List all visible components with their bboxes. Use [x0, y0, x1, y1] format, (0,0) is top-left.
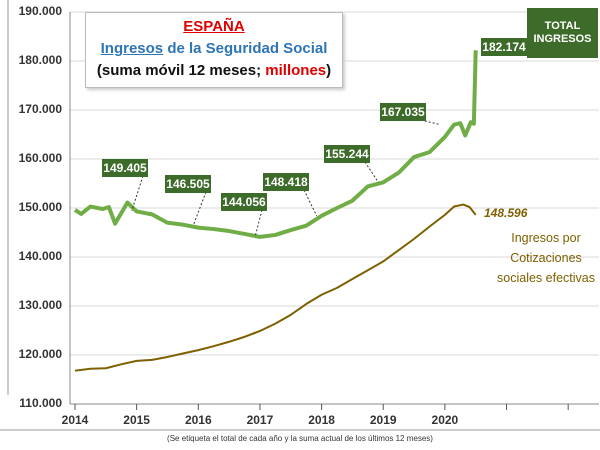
leader-line — [420, 119, 441, 126]
label-box — [380, 103, 426, 121]
y-tick-label: 130.000 — [19, 298, 63, 312]
title-box: ESPAÑA Ingresos de la Seguridad Social (su… — [85, 12, 343, 88]
label-box — [221, 193, 267, 211]
leader-line — [131, 175, 144, 212]
leader-line — [364, 161, 379, 183]
x-tick-label: 2020 — [432, 413, 459, 427]
x-tick-label: 2014 — [62, 413, 89, 427]
data-label: 146.505 — [166, 177, 210, 191]
label-box — [165, 175, 211, 193]
leader-line — [192, 191, 207, 226]
series-label: TOTAL INGRESOS — [527, 8, 598, 58]
x-tick-label: 2019 — [370, 413, 397, 427]
x-tick-label: 2015 — [123, 413, 150, 427]
data-label: 167.035 — [381, 105, 425, 119]
y-tick-label: 150.000 — [19, 200, 63, 214]
title-text: (suma móvil 12 meses; — [96, 62, 266, 79]
data-label: 144.056 — [222, 195, 266, 209]
series-line — [74, 203, 477, 372]
label-box — [102, 159, 148, 177]
title-line: (suma móvil 12 meses; millones) — [86, 60, 342, 82]
y-tick-label: 140.000 — [19, 249, 63, 263]
data-label: 148.418 — [264, 175, 308, 189]
series-label: Ingresos por Cotizaciones sociales efect… — [497, 231, 595, 285]
x-tick-label: 2017 — [247, 413, 274, 427]
title-text: ESPAÑA — [183, 18, 245, 35]
series-line — [73, 50, 478, 239]
data-label: 148.596 — [484, 206, 528, 220]
y-tick-label: 110.000 — [19, 396, 62, 410]
title-line: ESPAÑA — [86, 16, 342, 38]
x-tick-label: 2018 — [308, 413, 335, 427]
y-tick-label: 190.000 — [19, 4, 63, 18]
data-label: 155.244 — [325, 147, 369, 161]
data-label: 182.174 — [482, 40, 526, 54]
label-box — [481, 38, 527, 56]
leader-line — [254, 209, 263, 238]
label-box — [263, 173, 309, 191]
title-text: ) — [326, 62, 332, 79]
y-tick-label: 160.000 — [19, 151, 63, 165]
title-text: millones — [265, 62, 327, 79]
y-tick-label: 170.000 — [19, 102, 63, 116]
data-label: 149.405 — [103, 161, 147, 175]
title-text: de la Seguridad Social — [163, 40, 328, 57]
leader-line — [303, 189, 318, 216]
label-box — [324, 145, 370, 163]
y-tick-label: 180.000 — [19, 53, 63, 67]
title-line: Ingresos de la Seguridad Social — [86, 38, 342, 60]
y-tick-label: 120.000 — [19, 347, 63, 361]
title-text: Ingresos — [100, 40, 164, 57]
footnote: (Se etiqueta el total de cada año y la s… — [167, 434, 433, 443]
x-tick-label: 2016 — [185, 413, 212, 427]
